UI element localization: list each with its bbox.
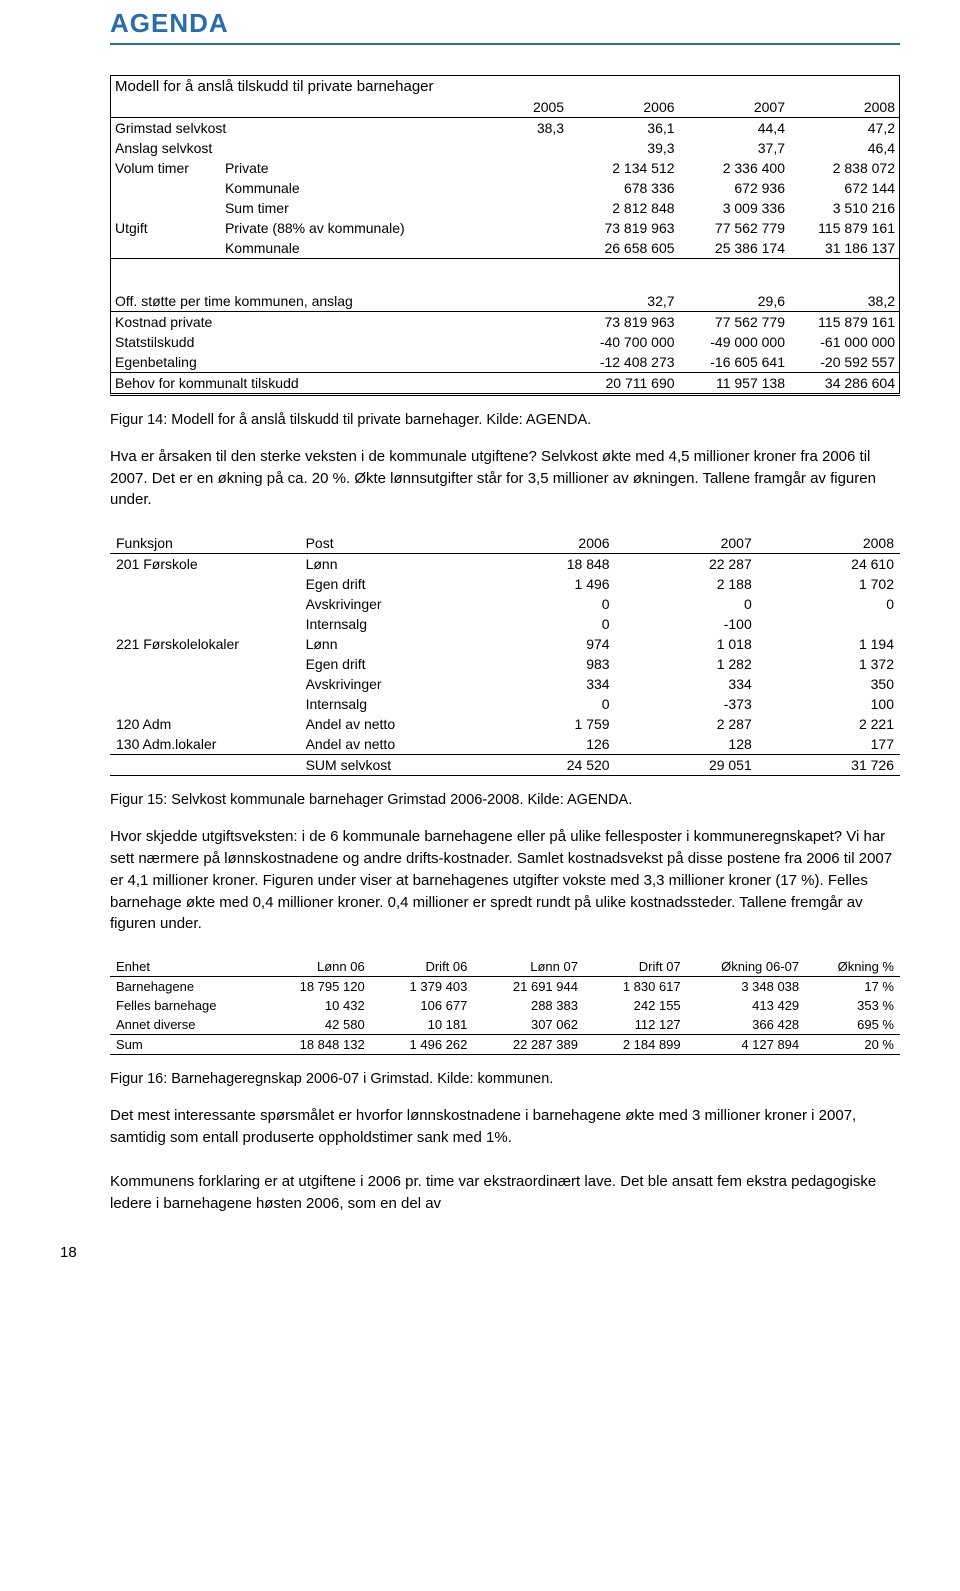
table-barnehageregnskap: Enhet Lønn 06 Drift 06 Lønn 07 Drift 07 … [110,957,900,1055]
table1-year: 2007 [679,97,789,118]
table-row-sublabel: Private [221,158,458,178]
table-row-label: Egenbetaling [111,352,458,373]
table-row-label: Volum timer [111,158,221,178]
body-paragraph: Kommunens forklaring er at utgiftene i 2… [110,1171,900,1215]
body-paragraph: Hvor skjedde utgiftsveksten: i de 6 komm… [110,826,900,935]
table-row-label: Grimstad selvkost [111,118,458,139]
table2-header: 2008 [758,533,900,554]
table3-header: Drift 06 [371,957,474,977]
table-row-label: Kostnad private [111,311,458,332]
table-row-sublabel: Kommunale [221,178,458,198]
table-modell-tilskudd: Modell for å anslå tilskudd til private … [110,75,900,396]
table3-header: Enhet [110,957,260,977]
brand-logo: AGENDA [110,8,900,39]
table3-header: Økning % [805,957,900,977]
page-number: 18 [60,1244,900,1261]
body-paragraph: Det mest interessante spørsmålet er hvor… [110,1105,900,1149]
table-row-sublabel: Kommunale [221,238,458,259]
figure-caption-15: Figur 15: Selvkost kommunale barnehager … [110,790,900,810]
table1-title: Modell for å anslå tilskudd til private … [111,76,458,98]
table-row-sublabel: Sum timer [221,198,458,218]
table1-year: 2005 [458,97,568,118]
table3-header: Lønn 07 [473,957,584,977]
table-row-label: Behov for kommunalt tilskudd [111,372,458,394]
table2-header: 2007 [616,533,758,554]
table3-header: Drift 07 [584,957,687,977]
table2-header: 2006 [473,533,615,554]
table2-sum-label: SUM selvkost [300,755,474,776]
figure-caption-14: Figur 14: Modell for å anslå tilskudd ti… [110,410,900,430]
table1-year: 2008 [789,97,900,118]
table-row-label: Utgift [111,218,221,238]
figure-caption-16: Figur 16: Barnehageregnskap 2006-07 i Gr… [110,1069,900,1089]
table-row-label: Off. støtte per time kommunen, anslag [111,291,458,312]
page-header: AGENDA [110,0,900,45]
table3-header: Økning 06-07 [687,957,806,977]
table-row-sublabel: Private (88% av kommunale) [221,218,458,238]
table1-year: 2006 [568,97,678,118]
table2-header: Post [300,533,474,554]
table-row-label: Anslag selvkost [111,138,458,158]
body-paragraph: Hva er årsaken til den sterke veksten i … [110,446,900,511]
table2-header: Funksjon [110,533,300,554]
table-selvkost: Funksjon Post 2006 2007 2008 201 Førskol… [110,533,900,776]
table3-sum-label: Sum [110,1035,260,1055]
table-row-label: Statstilskudd [111,332,458,352]
table3-header: Lønn 06 [260,957,371,977]
